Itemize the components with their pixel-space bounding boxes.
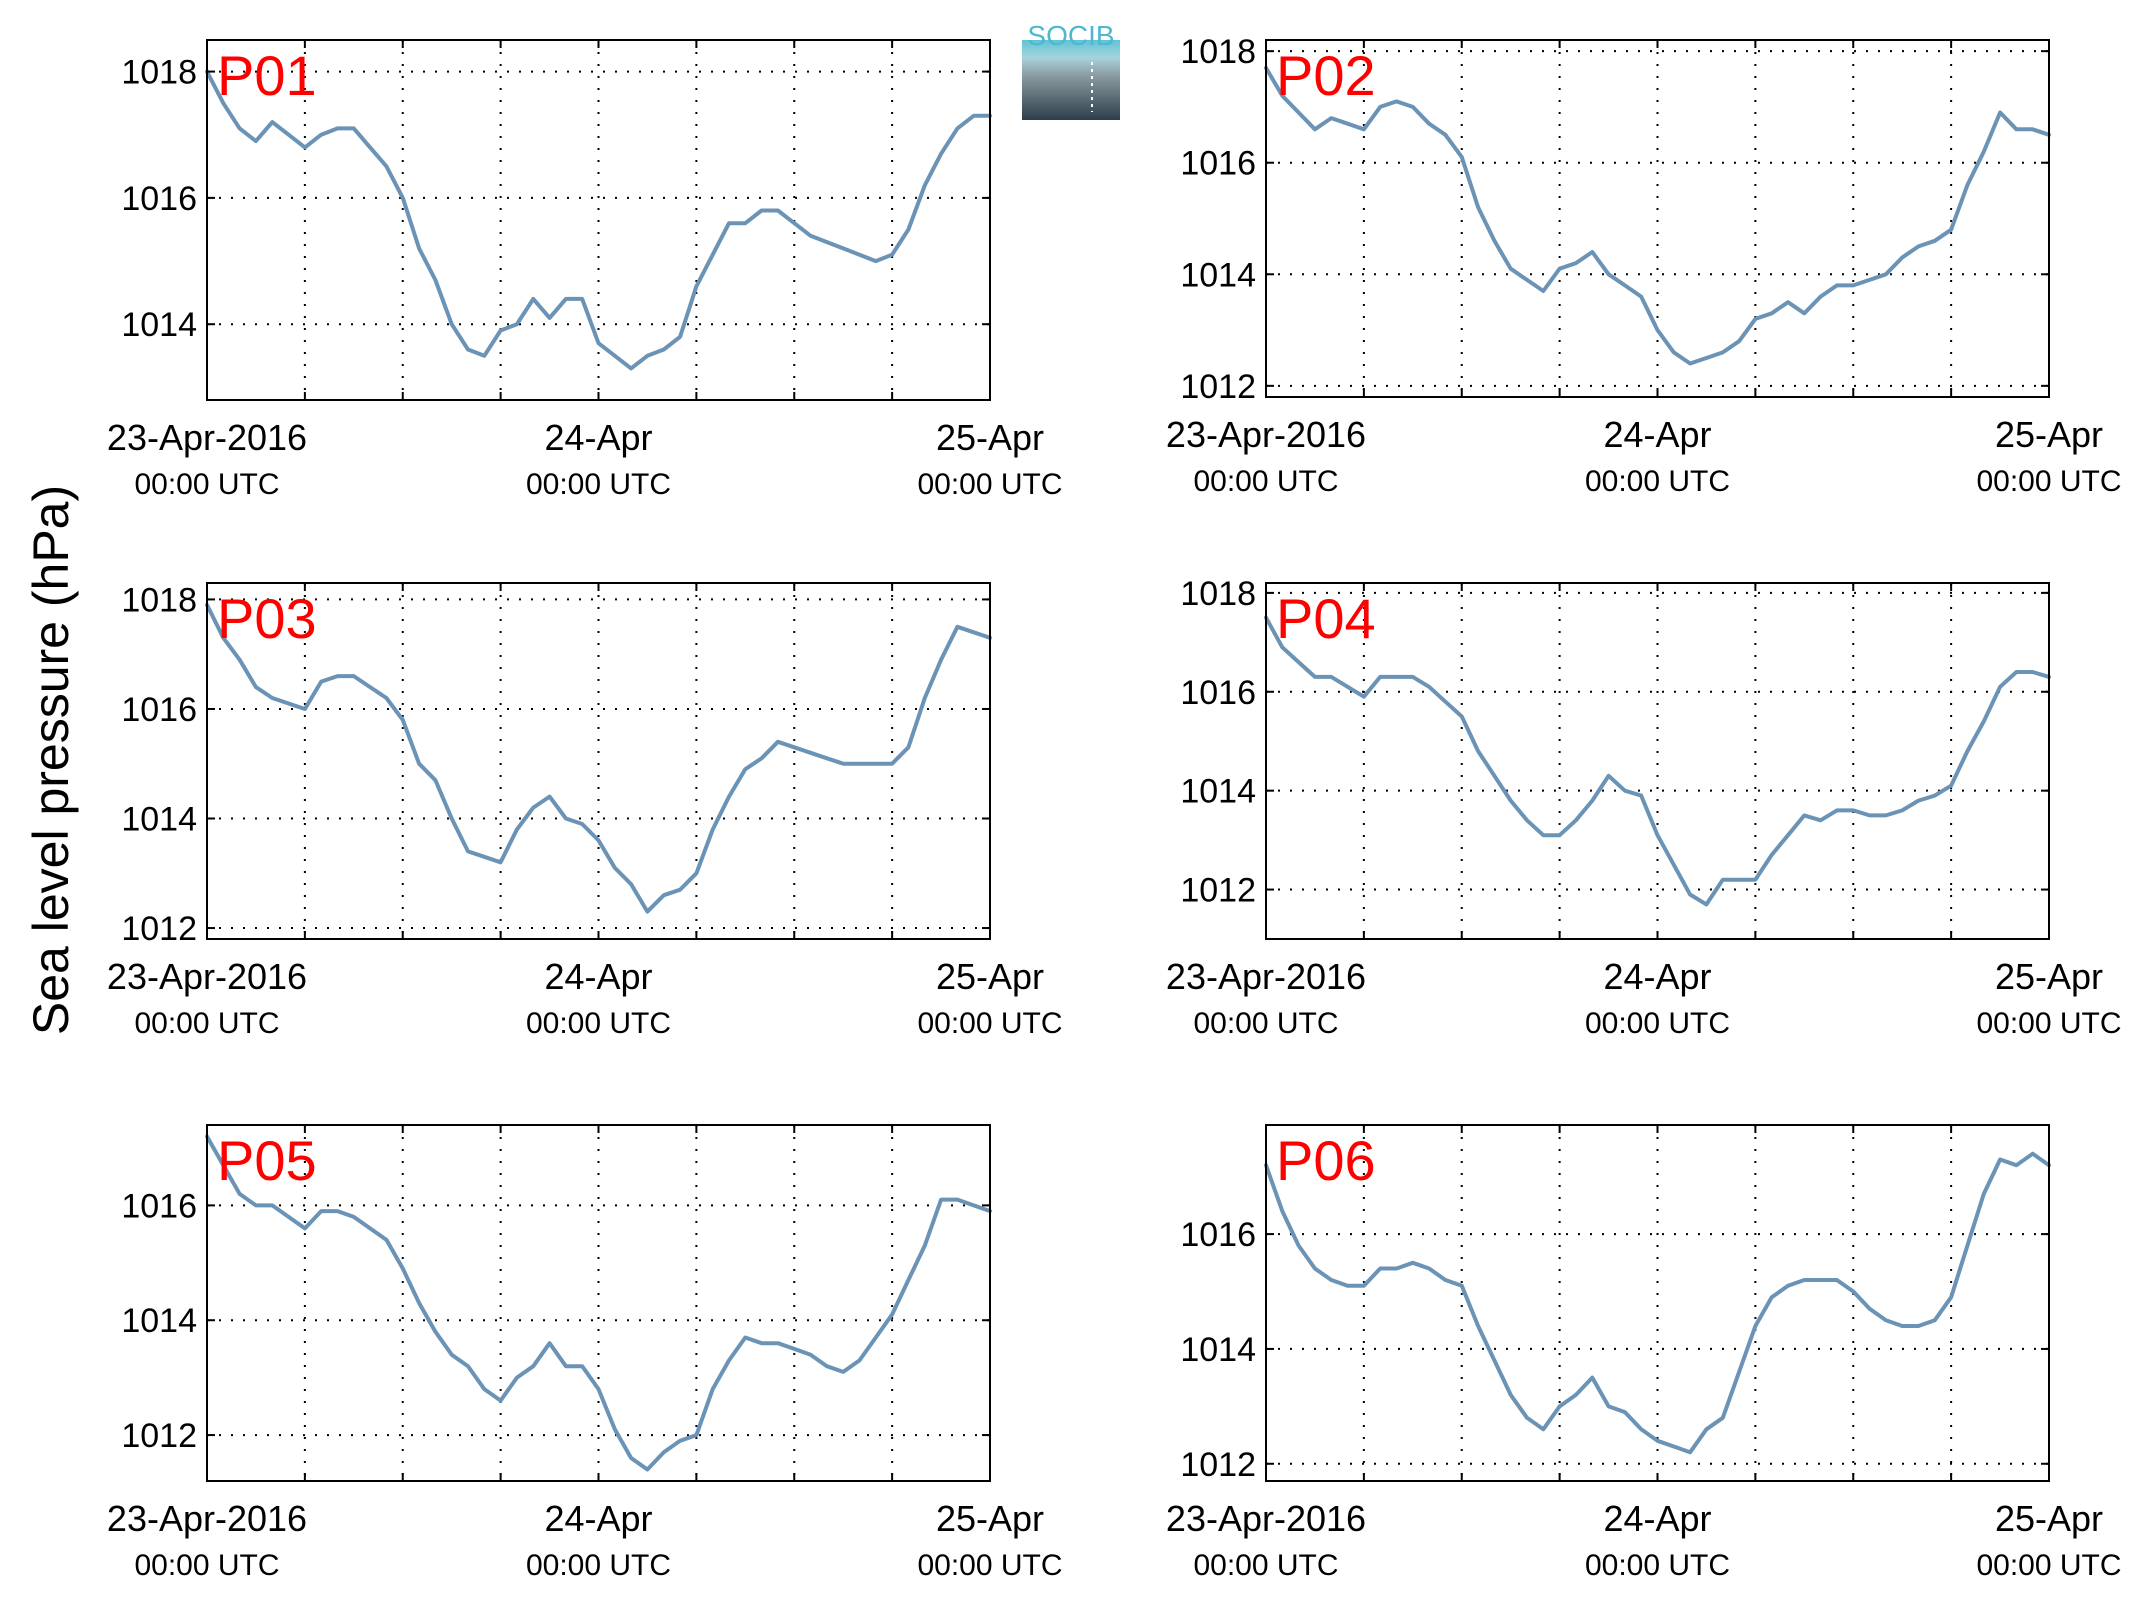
chart-panel-3: 1012 1014 1016 1018 23-Apr-2016 00:00 UTC 24-A… [107, 581, 1063, 1040]
x-tick-label-date: 23-Apr-2016 [107, 417, 307, 458]
x-tick-label-date: 23-Apr-2016 [1166, 1498, 1366, 1539]
x-tick-label-time: 00:00 UTC [917, 1007, 1062, 1040]
x-tick-label-time: 00:00 UTC [917, 1549, 1062, 1582]
x-tick-label-time: 00:00 UTC [134, 468, 279, 501]
y-axis-label: Sea level pressure (hPa) [23, 485, 79, 1035]
x-tick-label-date: 25-Apr [936, 417, 1044, 458]
x-tick-label-time: 00:00 UTC [1585, 1007, 1730, 1040]
y-tick-label: 1012 [1180, 1446, 1256, 1484]
y-tick-label: 1016 [121, 691, 197, 729]
plot-frame [1265, 1124, 2050, 1482]
x-tick-label-date: 25-Apr [1995, 414, 2103, 455]
panel-label: P04 [1276, 587, 1376, 650]
y-tick-label: 1018 [121, 581, 197, 619]
y-tick-label: 1016 [121, 180, 197, 218]
y-tick-label: 1014 [1180, 773, 1256, 811]
x-tick-label-time: 00:00 UTC [526, 1549, 671, 1582]
x-tick-label-time: 00:00 UTC [134, 1549, 279, 1582]
panel-label: P03 [217, 587, 317, 650]
logo-text: SOCIB [1027, 20, 1114, 51]
y-tick-label: 1018 [121, 54, 197, 92]
y-tick-label: 1012 [121, 910, 197, 948]
x-tick-label-date: 25-Apr [936, 956, 1044, 997]
y-tick-label: 1016 [121, 1187, 197, 1225]
x-tick-label-time: 00:00 UTC [1976, 1007, 2121, 1040]
x-tick-label-date: 24-Apr [544, 956, 652, 997]
panel-label: P05 [217, 1129, 317, 1192]
x-tick-label-date: 23-Apr-2016 [107, 956, 307, 997]
x-tick-label-date: 25-Apr [936, 1498, 1044, 1539]
chart-panel-6: 1012 1014 1016 23-Apr-2016 00:00 UTC 24-Apr 00… [1166, 1124, 2122, 1582]
plot-frame [206, 582, 991, 940]
y-tick-label: 1016 [1180, 145, 1256, 183]
x-tick-label-date: 23-Apr-2016 [107, 1498, 307, 1539]
panel-label: P01 [217, 44, 317, 107]
x-tick-label-time: 00:00 UTC [1585, 1549, 1730, 1582]
plot-frame [1265, 582, 2050, 940]
x-tick-label-date: 24-Apr [1603, 956, 1711, 997]
plot-frame [206, 1124, 991, 1482]
y-tick-label: 1016 [1180, 674, 1256, 712]
x-tick-label-date: 25-Apr [1995, 1498, 2103, 1539]
y-tick-label: 1014 [121, 801, 197, 839]
data-series-line [1264, 1151, 2051, 1455]
data-series-line [1264, 65, 2051, 366]
y-tick-label: 1018 [1180, 575, 1256, 613]
y-tick-label: 1014 [1180, 256, 1256, 294]
x-tick-label-time: 00:00 UTC [1585, 465, 1730, 498]
data-series-line [205, 1134, 992, 1472]
x-tick-label-date: 24-Apr [544, 417, 652, 458]
x-tick-label-date: 24-Apr [1603, 1498, 1711, 1539]
y-tick-label: 1014 [1180, 1331, 1256, 1369]
x-tick-label-time: 00:00 UTC [1193, 1549, 1338, 1582]
y-tick-label: 1014 [121, 306, 197, 344]
data-series-line [205, 602, 992, 914]
y-tick-label: 1012 [1180, 368, 1256, 406]
y-tick-label: 1016 [1180, 1216, 1256, 1254]
x-tick-label-time: 00:00 UTC [526, 1007, 671, 1040]
y-tick-label: 1018 [1180, 33, 1256, 71]
plot-frame [1265, 39, 2050, 398]
chart-panel-2: 1012 1014 1016 1018 23-Apr-2016 00:00 UTC 24-A… [1166, 33, 2122, 498]
socib-logo: SOCIB [1022, 20, 1120, 120]
x-tick-label-time: 00:00 UTC [917, 468, 1062, 501]
data-series-line [1264, 615, 2051, 907]
y-tick-label: 1014 [121, 1302, 197, 1340]
chart-panel-5: 1012 1014 1016 23-Apr-2016 00:00 UTC 24-Apr 00… [107, 1124, 1063, 1582]
x-tick-label-time: 00:00 UTC [1976, 465, 2121, 498]
x-tick-label-time: 00:00 UTC [526, 468, 671, 501]
x-tick-label-time: 00:00 UTC [134, 1007, 279, 1040]
y-tick-label: 1012 [121, 1417, 197, 1455]
x-tick-label-date: 25-Apr [1995, 956, 2103, 997]
x-tick-label-time: 00:00 UTC [1193, 465, 1338, 498]
x-tick-label-date: 24-Apr [1603, 414, 1711, 455]
x-tick-label-time: 00:00 UTC [1976, 1549, 2121, 1582]
x-tick-label-time: 00:00 UTC [1193, 1007, 1338, 1040]
panel-label: P02 [1276, 44, 1376, 107]
data-series-line [205, 69, 992, 371]
panel-label: P06 [1276, 1129, 1376, 1192]
x-tick-label-date: 24-Apr [544, 1498, 652, 1539]
y-tick-label: 1012 [1180, 872, 1256, 910]
x-tick-label-date: 23-Apr-2016 [1166, 956, 1366, 997]
chart-panel-4: 1012 1014 1016 1018 23-Apr-2016 00:00 UTC 24-A… [1166, 575, 2122, 1040]
chart-panel-1: 1014 1016 1018 23-Apr-2016 00:00 UTC 24-Apr 00… [107, 39, 1063, 501]
x-tick-label-date: 23-Apr-2016 [1166, 414, 1366, 455]
